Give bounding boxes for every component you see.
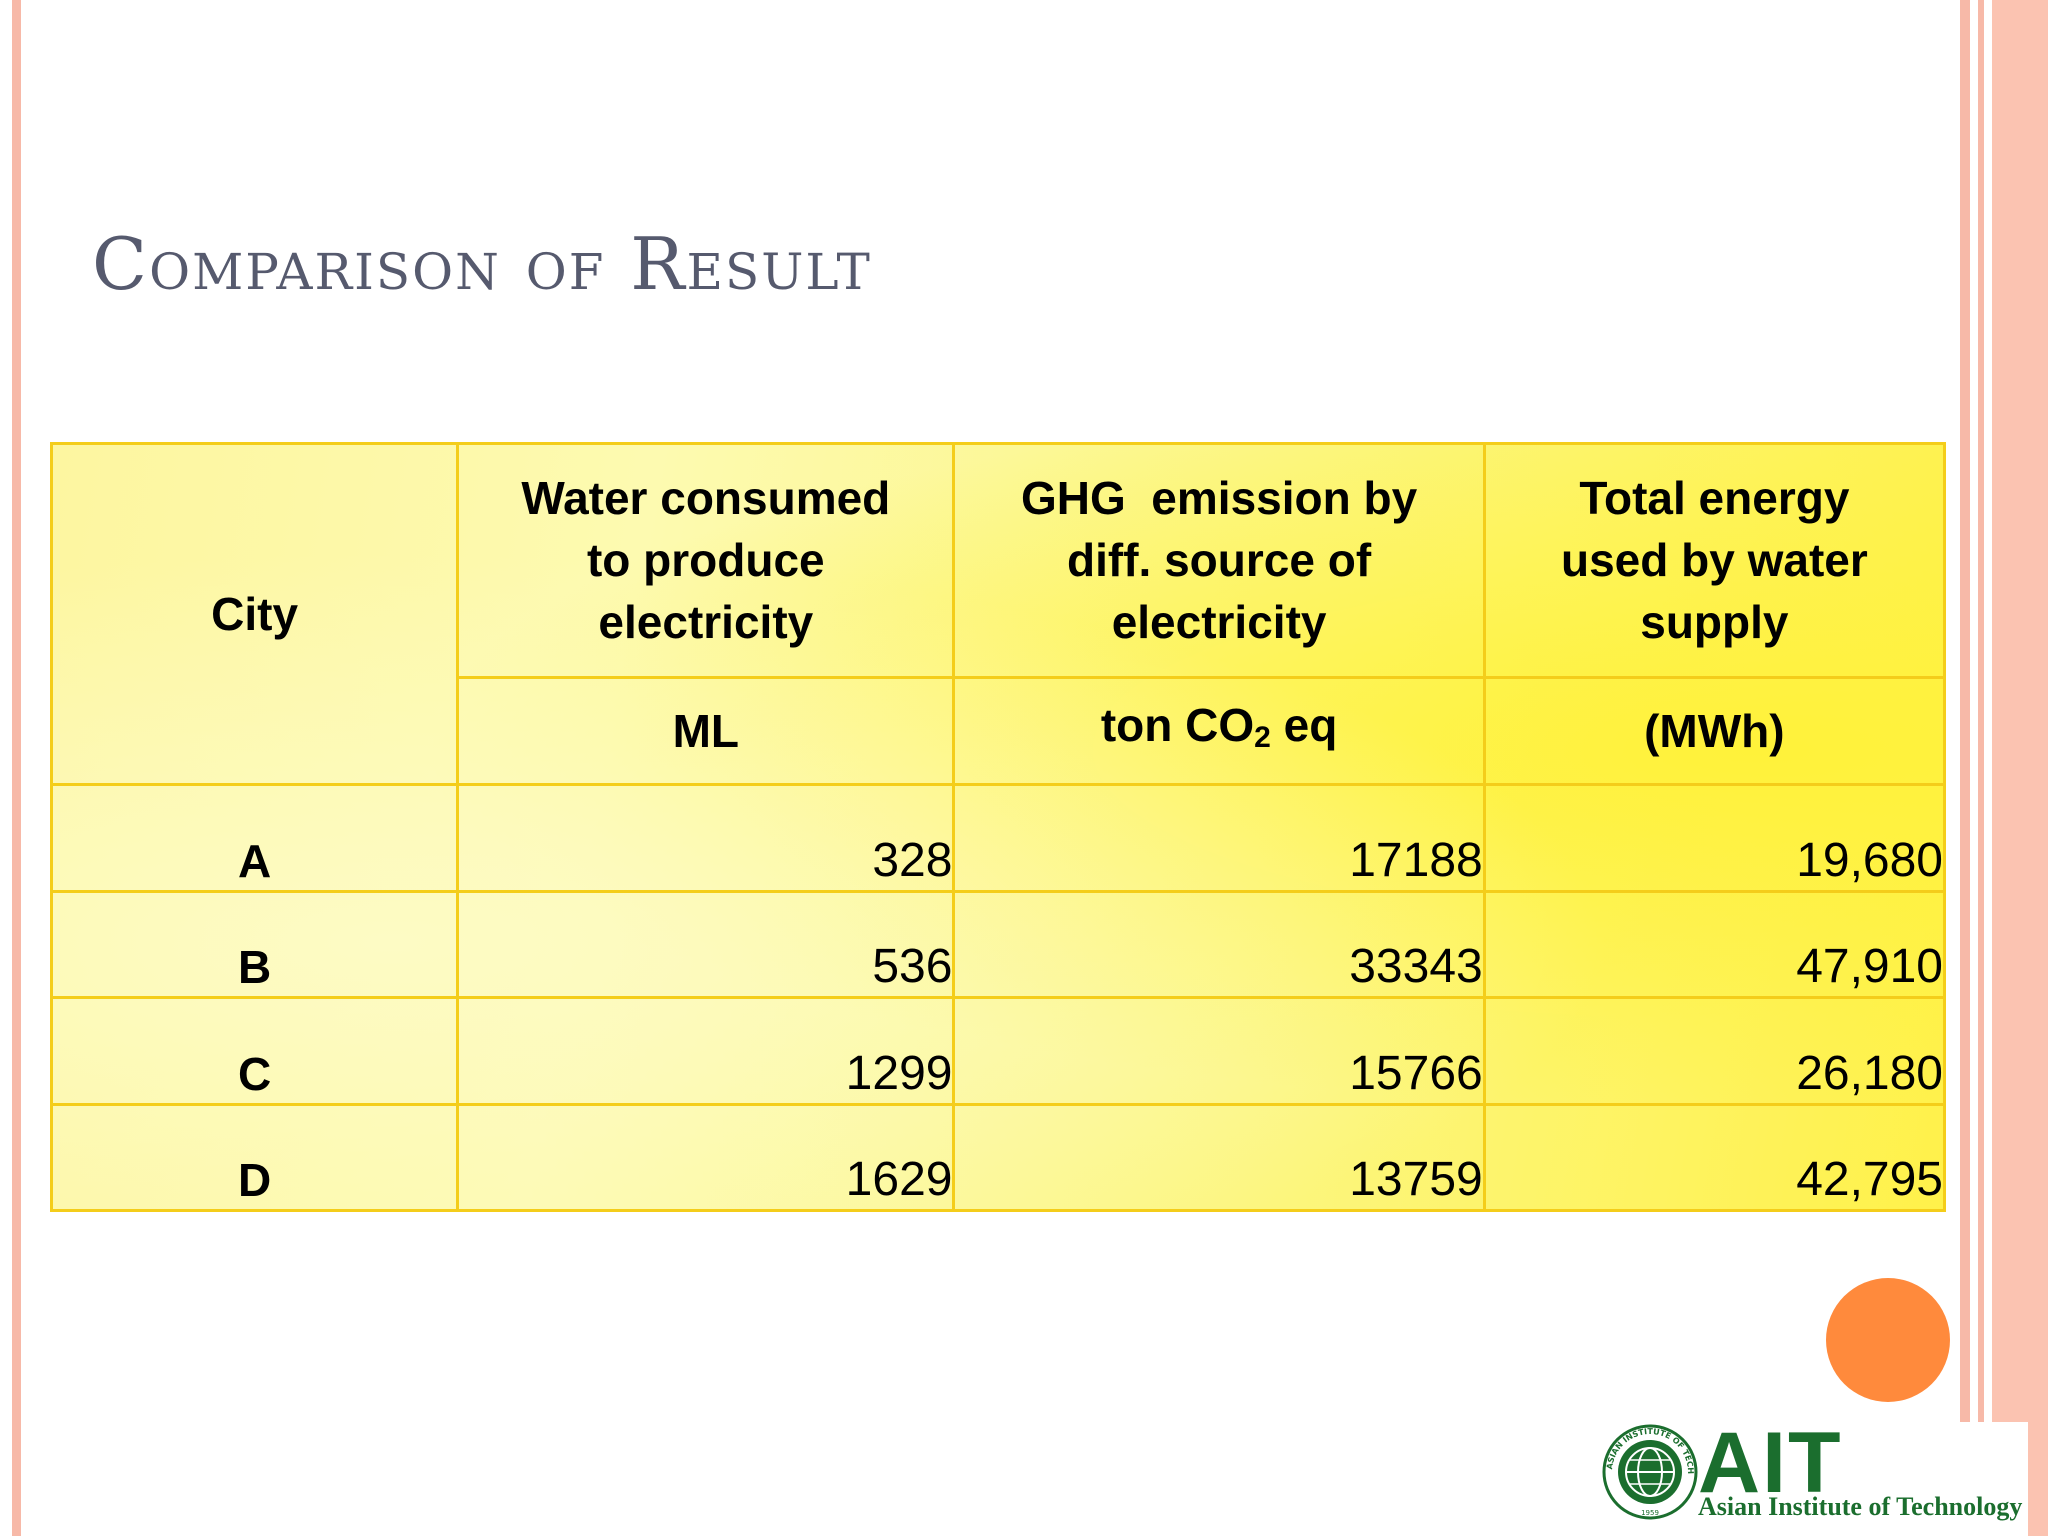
energy-cell: 26,180 bbox=[1482, 996, 1947, 1106]
ait-wordmark: AIT bbox=[1698, 1415, 1843, 1511]
right-decorative-band bbox=[1960, 0, 1970, 1536]
header-city: City bbox=[49, 441, 460, 787]
header-water-line: to produce bbox=[586, 534, 825, 587]
water-cell: 536 bbox=[456, 889, 956, 1000]
right-decorative-band bbox=[1992, 0, 2048, 1536]
table-header-row: City Water consumed to produce electrici… bbox=[49, 441, 1947, 787]
unit-ghg: ton CO2 eq bbox=[952, 675, 1486, 787]
left-decorative-stripe bbox=[12, 0, 21, 1536]
header-energy-line: supply bbox=[1640, 596, 1789, 649]
city-cell: D bbox=[49, 1102, 460, 1213]
ait-seal-icon: ASIAN INSTITUTE OF TECHNOLOGY 1959 bbox=[1602, 1424, 1698, 1520]
ghg-cell: 15766 bbox=[952, 996, 1486, 1106]
water-cell: 1629 bbox=[456, 1102, 956, 1213]
ghg-cell: 33343 bbox=[952, 889, 1486, 1000]
table-row: A 328 17188 19,680 bbox=[49, 783, 1947, 893]
ait-subtitle: Asian Institute of Technology bbox=[1698, 1492, 2023, 1521]
seal-year: 1959 bbox=[1641, 1509, 1659, 1517]
header-water-line: Water consumed bbox=[521, 472, 891, 525]
energy-cell: 19,680 bbox=[1482, 783, 1947, 893]
right-decorative-band bbox=[1978, 0, 1984, 1536]
header-water-line: electricity bbox=[598, 596, 814, 649]
header-ghg-line: GHG emission by bbox=[1020, 472, 1418, 525]
unit-energy: (MWh) bbox=[1482, 675, 1947, 787]
table-row: D 1629 13759 42,795 bbox=[49, 1102, 1947, 1213]
slide-title: Comparison of Result bbox=[92, 222, 872, 306]
water-cell: 328 bbox=[456, 783, 956, 893]
city-cell: A bbox=[49, 783, 460, 893]
water-cell: 1299 bbox=[456, 996, 956, 1106]
city-cell: B bbox=[49, 889, 460, 1000]
header-water: Water consumed to produce electricity bbox=[456, 442, 956, 679]
table-row: C 1299 15766 26,180 bbox=[49, 996, 1947, 1106]
header-ghg-line: diff. source of bbox=[1067, 534, 1372, 587]
header-city-label: City bbox=[211, 588, 299, 641]
unit-ghg-prefix: ton CO bbox=[1100, 698, 1255, 751]
comparison-table: City Water consumed to produce electrici… bbox=[49, 441, 1947, 1213]
header-energy-line: used by water bbox=[1560, 534, 1868, 587]
header-energy-line: Total energy bbox=[1579, 472, 1850, 525]
ait-logo: ASIAN INSTITUTE OF TECHNOLOGY 1959 AIT A… bbox=[1598, 1415, 2028, 1536]
city-cell: C bbox=[49, 996, 460, 1106]
header-ghg-line: electricity bbox=[1111, 596, 1327, 649]
table-row: B 536 33343 47,910 bbox=[49, 889, 1947, 1000]
energy-cell: 42,795 bbox=[1482, 1102, 1947, 1213]
header-energy: Total energy used by water supply bbox=[1482, 442, 1947, 679]
energy-cell: 47,910 bbox=[1482, 889, 1947, 1000]
table-unit-row: ML ton CO2 eq (MWh) bbox=[52, 675, 1947, 787]
comparison-table-container: City Water consumed to produce electrici… bbox=[49, 441, 1947, 1213]
decorative-orange-dot bbox=[1826, 1278, 1950, 1402]
unit-water: ML bbox=[456, 675, 956, 787]
unit-ghg-suffix: eq bbox=[1270, 698, 1338, 751]
ghg-cell: 13759 bbox=[952, 1102, 1486, 1213]
unit-ghg-subscript: 2 bbox=[1254, 720, 1271, 754]
ghg-cell: 17188 bbox=[952, 783, 1486, 893]
header-ghg: GHG emission by diff. source of electric… bbox=[952, 442, 1486, 679]
